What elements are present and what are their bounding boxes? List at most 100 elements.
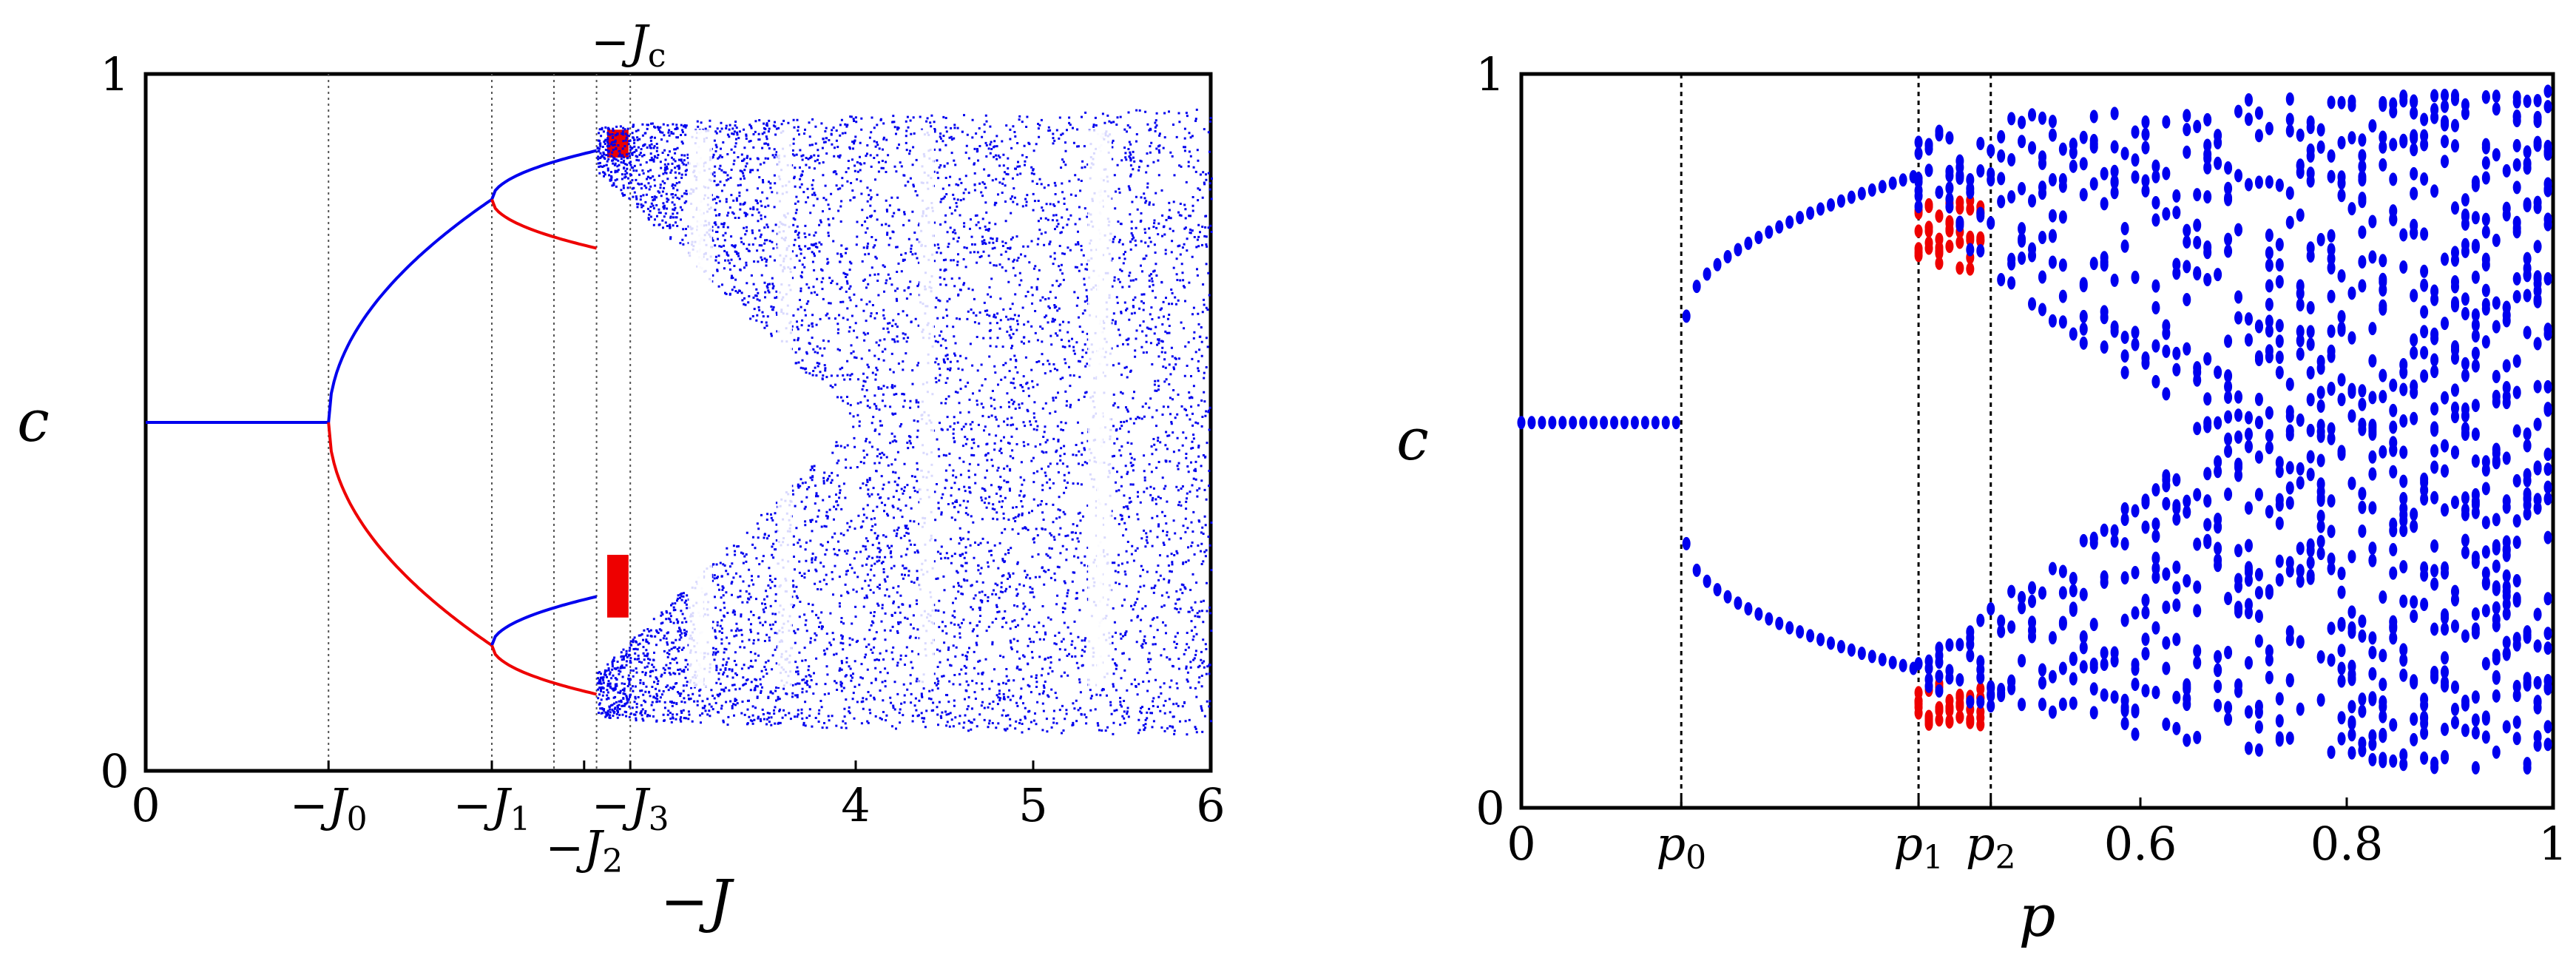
data-point xyxy=(2316,535,2325,549)
data-point xyxy=(2306,337,2315,351)
data-point xyxy=(1945,664,1954,678)
data-point xyxy=(2430,490,2439,505)
data-point xyxy=(2172,362,2181,377)
data-point xyxy=(2151,374,2160,388)
data-point xyxy=(2543,738,2552,752)
data-point xyxy=(2379,755,2387,769)
data-point xyxy=(2512,473,2521,488)
data-point xyxy=(2172,512,2181,526)
data-point xyxy=(2358,225,2367,239)
data-point xyxy=(1765,225,1774,239)
data-point xyxy=(2358,500,2367,514)
data-point xyxy=(1796,211,1805,225)
data-point xyxy=(1651,416,1660,430)
data-point xyxy=(2058,142,2067,156)
data-point xyxy=(2379,130,2387,144)
data-point xyxy=(2069,146,2078,160)
data-point xyxy=(1955,672,1964,687)
data-point xyxy=(2492,652,2501,666)
data-point xyxy=(1692,280,1701,294)
data-point xyxy=(2543,448,2552,462)
data-point xyxy=(2048,172,2057,186)
data-point xyxy=(1935,240,1944,254)
data-point xyxy=(2244,539,2253,553)
data-point xyxy=(2533,337,2542,351)
data-point xyxy=(2069,159,2078,173)
x-tick-label: −J1 xyxy=(453,778,531,838)
data-point xyxy=(2131,504,2140,518)
data-point xyxy=(1924,236,1933,250)
data-point xyxy=(2120,222,2129,236)
data-point xyxy=(2275,365,2284,380)
period4-branch xyxy=(490,644,598,696)
data-point xyxy=(2399,89,2408,103)
x-tick-label: p0 xyxy=(1656,817,1706,877)
data-point xyxy=(2069,652,2078,666)
data-point xyxy=(2151,529,2160,543)
data-point xyxy=(2265,586,2274,600)
data-point xyxy=(2471,211,2480,225)
data-point xyxy=(2151,621,2160,635)
data-point xyxy=(2254,175,2263,189)
data-point xyxy=(2110,534,2119,548)
data-point xyxy=(2089,536,2098,550)
data-point xyxy=(2481,283,2490,297)
data-point xyxy=(1955,235,1964,249)
data-point xyxy=(2018,251,2026,265)
data-point xyxy=(2224,592,2233,606)
data-point xyxy=(2089,618,2098,632)
data-point xyxy=(2410,609,2418,623)
data-point xyxy=(1827,636,1835,650)
data-point xyxy=(2492,296,2501,310)
data-point xyxy=(1987,144,1995,158)
data-point xyxy=(2296,297,2305,311)
data-point xyxy=(2193,730,2202,744)
data-point xyxy=(2420,172,2429,186)
data-point xyxy=(2131,678,2140,692)
data-point xyxy=(2512,181,2521,195)
data-point xyxy=(2410,712,2418,726)
data-point xyxy=(2224,488,2233,502)
x-tick-label: 5 xyxy=(1018,778,1047,832)
data-point xyxy=(2007,584,2016,598)
data-point xyxy=(2131,727,2140,741)
data-point xyxy=(2471,550,2480,564)
data-point xyxy=(1888,176,1897,190)
data-point xyxy=(2502,396,2511,410)
data-point xyxy=(2471,713,2480,727)
data-point xyxy=(2368,467,2377,481)
data-point xyxy=(2399,523,2408,537)
data-point xyxy=(2420,710,2429,724)
data-point xyxy=(2193,580,2202,594)
data-point xyxy=(2512,632,2521,646)
data-point xyxy=(2533,462,2542,476)
data-point xyxy=(2543,530,2552,544)
data-point xyxy=(2450,351,2459,365)
data-point xyxy=(2306,325,2315,339)
data-point xyxy=(2316,232,2325,246)
data-point xyxy=(1945,181,1954,195)
data-point xyxy=(2347,605,2356,619)
data-point xyxy=(1955,690,1964,704)
data-point xyxy=(2368,354,2377,368)
data-point xyxy=(2543,327,2552,341)
data-point xyxy=(2379,299,2387,313)
data-point xyxy=(2533,294,2542,308)
data-point xyxy=(2420,369,2429,383)
y-tick-label: 1 xyxy=(1475,47,1504,101)
data-point xyxy=(2172,499,2181,513)
data-point xyxy=(2471,626,2480,640)
data-point xyxy=(2379,390,2387,404)
data-point xyxy=(2048,115,2057,129)
data-point xyxy=(2379,98,2387,112)
data-point xyxy=(2038,231,2046,245)
data-point xyxy=(1976,233,1985,247)
data-point xyxy=(2441,722,2450,736)
data-point xyxy=(2410,674,2418,688)
data-point xyxy=(1945,164,1954,178)
data-point xyxy=(2461,193,2469,207)
data-point xyxy=(2193,537,2202,551)
data-point xyxy=(2007,152,2016,166)
data-point xyxy=(2285,674,2294,688)
data-point xyxy=(2461,292,2469,306)
